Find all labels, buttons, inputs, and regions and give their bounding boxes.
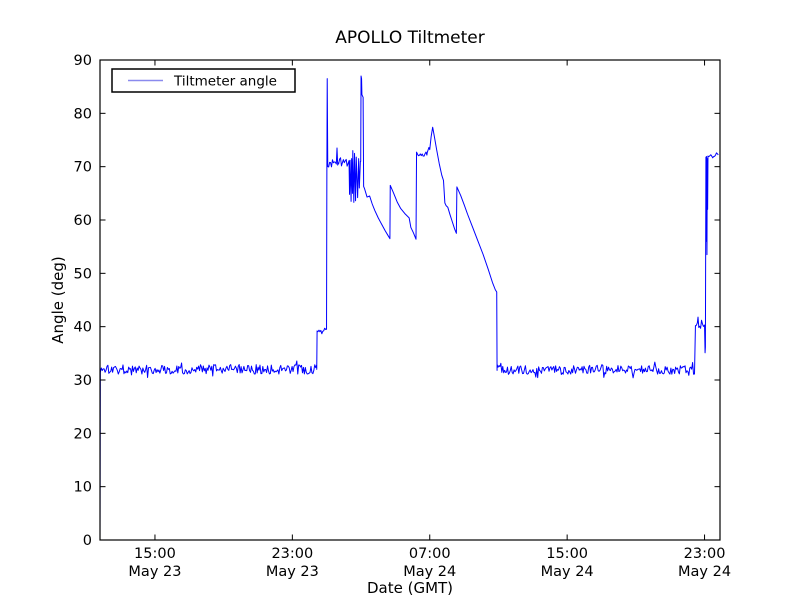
plot-area: 0 10 20 30 40 50 60 70 80 90 15:00 May 23 23:00 May 2… <box>74 53 732 580</box>
y-tick-label: 60 <box>74 213 92 229</box>
y-axis-ticks: 0 10 20 30 40 50 60 70 80 90 <box>74 53 720 549</box>
data-line-group <box>100 75 719 540</box>
x-tick-label-time: 07:00 <box>409 546 451 562</box>
x-axis-label: Date (GMT) <box>367 579 453 597</box>
legend: Tiltmeter angle <box>111 68 296 93</box>
y-tick-label: 50 <box>74 266 92 282</box>
y-tick-label: 40 <box>74 320 92 336</box>
y-tick-label: 30 <box>74 373 92 389</box>
y-tick-label: 80 <box>74 106 92 122</box>
x-tick-label-date: May 24 <box>541 564 594 580</box>
x-tick-label-time: 15:00 <box>546 546 588 562</box>
data-line <box>100 75 719 540</box>
x-tick-label-time: 15:00 <box>134 546 176 562</box>
y-tick-label: 20 <box>74 426 92 442</box>
y-tick-label: 0 <box>83 533 92 549</box>
x-tick-label-date: May 23 <box>266 564 319 580</box>
chart-title: APOLLO Tiltmeter <box>335 28 485 48</box>
y-axis-label: Angle (deg) <box>49 256 67 343</box>
legend-box <box>111 68 296 93</box>
y-tick-label: 10 <box>74 480 92 496</box>
y-tick-label: 70 <box>74 160 92 176</box>
x-axis-ticks: 15:00 May 23 23:00 May 23 07:00 May 24 15:00 Ma… <box>128 60 731 580</box>
x-tick-label-time: 23:00 <box>684 546 726 562</box>
x-tick-label-date: May 24 <box>678 564 731 580</box>
legend-label: Tiltmeter angle <box>173 74 277 90</box>
plot-border <box>99 59 721 541</box>
y-tick-label: 90 <box>74 53 92 69</box>
x-tick-label-time: 23:00 <box>271 546 313 562</box>
x-tick-label-date: May 23 <box>128 564 181 580</box>
x-tick-label-date: May 24 <box>403 564 456 580</box>
